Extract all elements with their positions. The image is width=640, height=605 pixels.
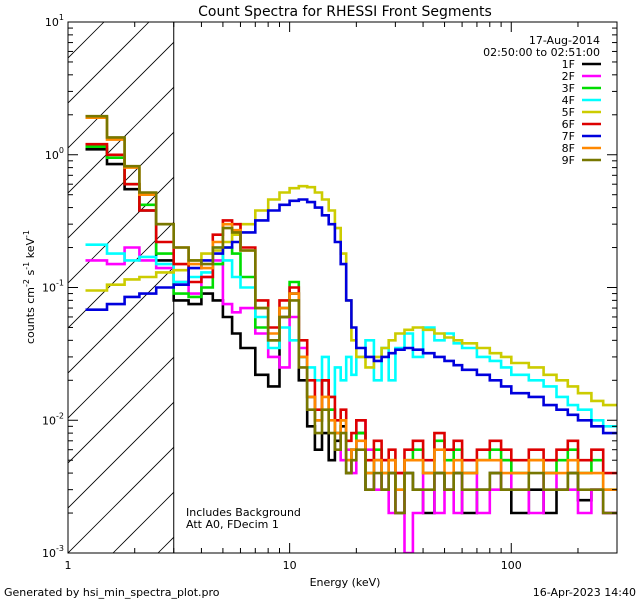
series-5F <box>85 184 617 407</box>
x-axis-label: Energy (keV) <box>310 576 381 589</box>
legend-label: 1F <box>562 58 575 71</box>
series-9F <box>85 114 617 515</box>
date-label: 17-Aug-2014 <box>529 34 600 47</box>
legend-label: 2F <box>562 70 575 83</box>
y-tick-label: 10-1 <box>42 279 64 295</box>
legend-label: 9F <box>562 154 575 167</box>
y-tick-label: 101 <box>45 13 64 29</box>
hatch-lines <box>0 22 174 553</box>
hatch-line <box>0 22 14 553</box>
footer-timestamp: 16-Apr-2023 14:40 <box>533 586 636 599</box>
x-ticks: 1 10 100 <box>65 22 618 572</box>
y-ticks: 10-3 10-2 10-1 100 101 <box>42 13 617 560</box>
hatch-line <box>68 41 174 149</box>
chart-title: Count Spectra for RHESSI Front Segments <box>198 4 492 20</box>
y-axis-label: counts cm-2 s-1 keV-1 <box>22 230 37 344</box>
y-tick-label: 10-3 <box>42 544 64 560</box>
series-6F <box>85 142 617 475</box>
y-tick-label: 100 <box>45 146 64 162</box>
time-range-label: 02:50:00 to 02:51:00 <box>483 46 600 59</box>
series-7F <box>85 198 617 435</box>
attenuator-note: Att A0, FDecim 1 <box>186 518 279 531</box>
legend-label: 6F <box>562 118 575 131</box>
legend-label: 7F <box>562 130 575 143</box>
hatched-region <box>0 22 174 553</box>
x-tick-label: 1 <box>65 559 72 572</box>
footer-generated: Generated by hsi_min_spectra_plot.pro <box>4 586 220 599</box>
legend-label: 5F <box>562 106 575 119</box>
hatch-line <box>68 221 174 329</box>
series-group <box>85 114 617 553</box>
hatch-line <box>68 266 174 374</box>
legend-label: 4F <box>562 94 575 107</box>
x-tick-label: 100 <box>501 559 522 572</box>
series-2F <box>85 246 617 553</box>
y-tick-label: 10-2 <box>42 411 64 427</box>
hatch-line <box>68 86 174 194</box>
hatch-line <box>68 401 174 509</box>
background-note: Includes Background <box>186 506 301 519</box>
legend-label: 8F <box>562 142 575 155</box>
hatch-line <box>68 446 174 553</box>
legend-label: 3F <box>562 82 575 95</box>
x-tick-label: 10 <box>283 559 297 572</box>
